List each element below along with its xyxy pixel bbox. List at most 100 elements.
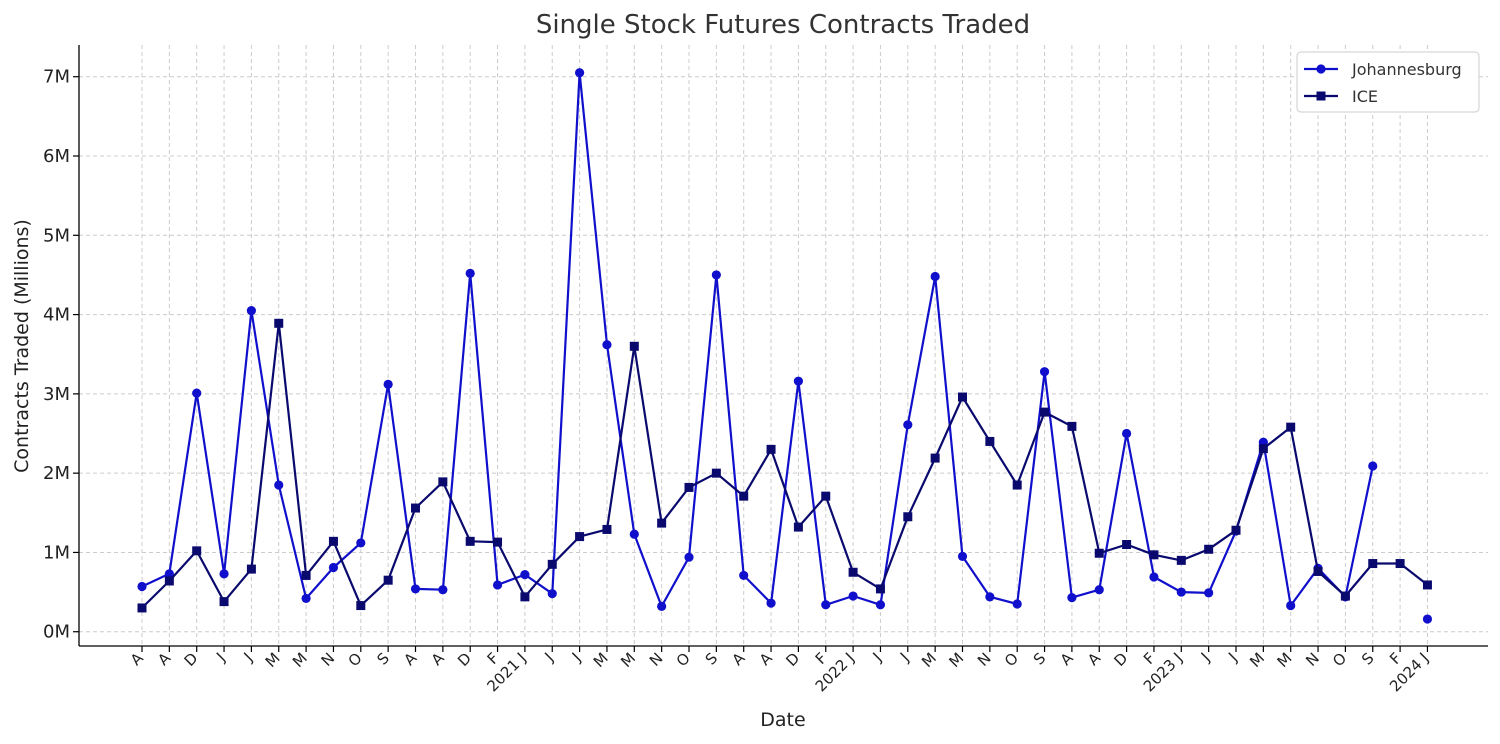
x-tick-label: S — [1358, 649, 1377, 668]
x-tick-label: F — [1386, 649, 1405, 668]
point-johannesburg — [1176, 587, 1186, 597]
point-ice — [1012, 480, 1022, 490]
x-tick-label: J — [1224, 649, 1241, 666]
x-tick-label: J — [1197, 649, 1214, 666]
x-tick-label: O — [1329, 649, 1350, 670]
x-tick-label: A — [127, 649, 148, 670]
x-tick-label: D — [782, 649, 803, 670]
point-johannesburg — [1422, 614, 1433, 624]
legend-item-johannesburg: Johannesburg — [1304, 60, 1462, 79]
point-ice — [383, 575, 393, 585]
point-ice — [438, 477, 448, 487]
x-tick-label: M — [590, 649, 612, 671]
x-tick-label: A — [1084, 649, 1105, 670]
y-tick-label: 7M — [43, 67, 70, 88]
point-johannesburg — [821, 600, 831, 610]
x-tick-label: J — [869, 649, 886, 666]
point-ice — [903, 512, 913, 522]
x-tick-label: J — [541, 649, 558, 666]
legend-label: ICE — [1352, 87, 1378, 106]
point-johannesburg — [575, 68, 585, 78]
point-ice — [1204, 544, 1214, 554]
point-ice — [1231, 525, 1241, 535]
point-ice — [629, 341, 639, 351]
series-line-ice — [141, 322, 1429, 609]
point-johannesburg — [1286, 600, 1296, 611]
y-tick-label: 6M — [43, 146, 70, 167]
point-ice — [766, 444, 776, 454]
point-ice — [493, 537, 503, 547]
point-ice — [328, 536, 338, 546]
x-tick-label: A — [154, 649, 175, 670]
point-johannesburg — [1067, 593, 1077, 603]
x-tick-label: M — [918, 649, 940, 671]
x-tick-label: O — [673, 649, 694, 670]
point-ice — [985, 436, 995, 446]
x-tick-label: M — [1246, 649, 1268, 671]
point-ice — [930, 453, 940, 463]
x-tick-label: J — [896, 649, 913, 666]
x-tick-label: S — [1030, 649, 1049, 668]
grid — [79, 45, 1488, 646]
point-ice — [958, 392, 967, 402]
point-ice — [1368, 559, 1378, 569]
point-ice — [602, 524, 612, 534]
x-tick-label: D — [454, 649, 475, 670]
point-johannesburg — [1204, 588, 1214, 598]
legend-marker — [1316, 91, 1326, 101]
point-johannesburg — [1122, 428, 1132, 439]
point-ice — [821, 491, 831, 501]
x-tick-label: D — [1111, 649, 1132, 670]
point-ice — [1340, 591, 1350, 601]
point-johannesburg — [219, 569, 229, 579]
point-ice — [711, 468, 721, 478]
point-ice — [547, 559, 557, 569]
point-ice — [739, 491, 749, 501]
point-johannesburg — [629, 529, 639, 539]
point-johannesburg — [1368, 461, 1378, 471]
series-ice — [137, 318, 1432, 613]
chart-title: Single Stock Futures Contracts Traded — [536, 10, 1030, 40]
x-tick-label: A — [756, 649, 777, 670]
point-johannesburg — [246, 306, 256, 316]
x-tick-label: J — [212, 649, 229, 666]
point-johannesburg — [684, 552, 694, 562]
point-johannesburg — [1094, 585, 1104, 595]
point-ice — [657, 518, 667, 528]
point-ice — [192, 546, 202, 556]
x-tick-label: N — [1302, 649, 1323, 670]
point-johannesburg — [957, 551, 968, 562]
point-johannesburg — [766, 598, 776, 608]
x-tick-label: M — [945, 649, 967, 671]
point-ice — [875, 584, 885, 594]
point-johannesburg — [383, 379, 393, 389]
point-johannesburg — [547, 589, 557, 599]
point-ice — [1395, 559, 1405, 569]
point-ice — [1040, 407, 1050, 417]
point-johannesburg — [410, 584, 421, 594]
point-johannesburg — [192, 388, 202, 398]
point-ice — [793, 522, 803, 532]
point-johannesburg — [657, 601, 667, 611]
point-ice — [1313, 566, 1323, 576]
point-ice — [1286, 422, 1296, 432]
point-ice — [1149, 550, 1159, 560]
point-ice — [301, 570, 311, 580]
point-ice — [465, 536, 475, 546]
point-ice — [1176, 555, 1186, 565]
y-axis-label: Contracts Traded (Millions) — [11, 219, 33, 473]
point-johannesburg — [356, 538, 366, 548]
y-tick-label: 4M — [43, 305, 70, 326]
point-johannesburg — [438, 585, 448, 595]
point-johannesburg — [328, 562, 339, 573]
x-tick-label: O — [345, 649, 366, 670]
x-tick-label: A — [1057, 649, 1078, 670]
point-johannesburg — [875, 600, 886, 610]
point-ice — [684, 482, 694, 492]
point-johannesburg — [520, 570, 530, 580]
x-tick-label: M — [1274, 649, 1296, 671]
point-ice — [575, 532, 585, 542]
point-ice — [1122, 540, 1132, 550]
x-tick-label: D — [181, 649, 202, 670]
